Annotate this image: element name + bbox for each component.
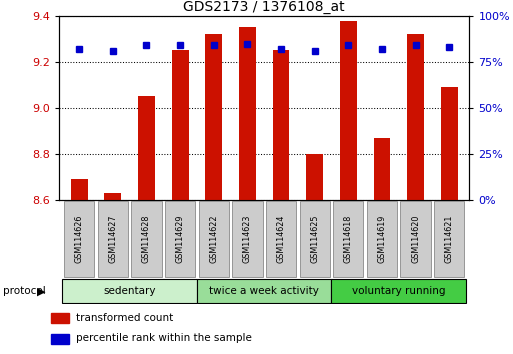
Bar [63,279,197,303]
FancyBboxPatch shape [97,201,128,277]
FancyBboxPatch shape [64,201,94,277]
Text: twice a week activity: twice a week activity [209,286,319,296]
FancyBboxPatch shape [165,201,195,277]
Bar [71,179,88,200]
FancyBboxPatch shape [131,201,162,277]
Text: GSM114623: GSM114623 [243,215,252,263]
Bar [138,96,155,200]
Bar [239,28,256,200]
Bar [51,313,69,323]
Bar [306,154,323,200]
Text: GSM114620: GSM114620 [411,215,420,263]
Bar [407,34,424,200]
Text: GSM114628: GSM114628 [142,215,151,263]
Bar [331,279,466,303]
Bar [441,87,458,200]
Text: GSM114627: GSM114627 [108,215,117,263]
Bar [105,193,121,200]
Text: sedentary: sedentary [104,286,156,296]
Bar [340,21,357,200]
Bar [205,34,222,200]
Text: protocol: protocol [3,286,45,296]
Title: GDS2173 / 1376108_at: GDS2173 / 1376108_at [183,0,345,13]
Text: GSM114624: GSM114624 [277,215,286,263]
Bar [51,334,69,343]
Text: transformed count: transformed count [76,313,173,323]
Bar [197,279,331,303]
Text: GSM114621: GSM114621 [445,215,453,263]
FancyBboxPatch shape [300,201,330,277]
FancyBboxPatch shape [199,201,229,277]
Text: GSM114629: GSM114629 [175,215,185,263]
Text: ▶: ▶ [37,286,46,296]
FancyBboxPatch shape [266,201,296,277]
FancyBboxPatch shape [232,201,263,277]
Text: GSM114622: GSM114622 [209,215,218,263]
FancyBboxPatch shape [367,201,397,277]
FancyBboxPatch shape [333,201,363,277]
Bar [373,138,390,200]
Text: GSM114618: GSM114618 [344,215,353,263]
Text: percentile rank within the sample: percentile rank within the sample [76,333,252,343]
Text: GSM114619: GSM114619 [378,215,386,263]
Text: GSM114625: GSM114625 [310,215,319,263]
Text: voluntary running: voluntary running [352,286,445,296]
Bar [172,50,188,200]
Text: GSM114626: GSM114626 [75,215,84,263]
FancyBboxPatch shape [434,201,464,277]
Bar [272,50,289,200]
FancyBboxPatch shape [401,201,431,277]
